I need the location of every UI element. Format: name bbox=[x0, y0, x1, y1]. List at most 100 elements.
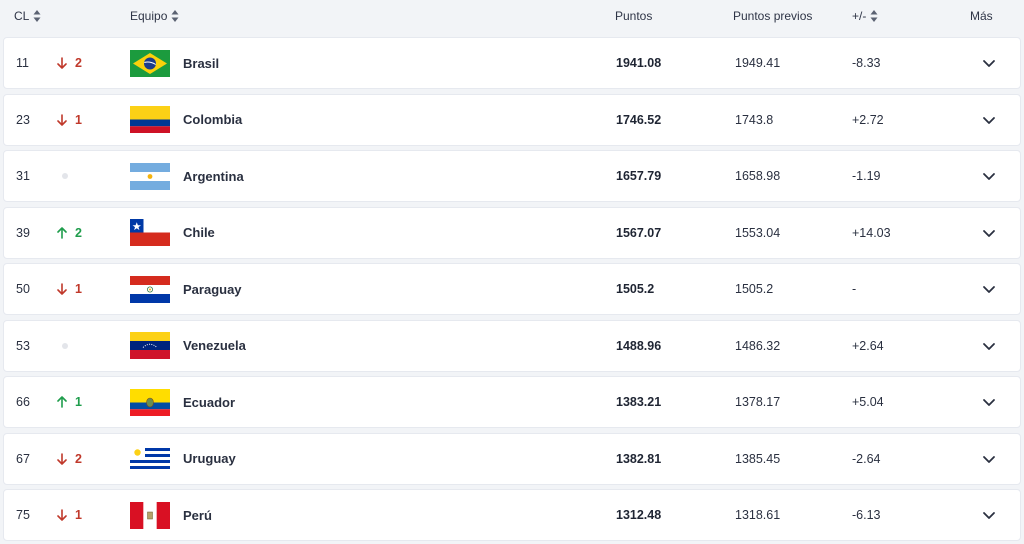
rank-change-value: 2 bbox=[75, 56, 82, 70]
diff-value: -6.13 bbox=[852, 508, 881, 522]
diff-value: -2.64 bbox=[852, 451, 881, 466]
colombia-flag-icon bbox=[130, 95, 170, 145]
chevron-down-icon[interactable] bbox=[982, 434, 996, 484]
more-header-label: Más bbox=[970, 9, 993, 23]
team-name[interactable]: Argentina bbox=[183, 168, 244, 184]
points-header-label: Puntos bbox=[615, 9, 653, 23]
chevron-down-icon[interactable] bbox=[982, 151, 996, 201]
table-row[interactable]: 67 2 Uruguay 1382.81 1385.45 -2.64 bbox=[3, 432, 1021, 485]
table-row[interactable]: 11 2 Brasil 1941.08 1949.41 -8.33 bbox=[3, 37, 1021, 89]
rank-change bbox=[57, 321, 68, 371]
diff-value: -1.19 bbox=[852, 169, 881, 183]
prev-points-header-label: Puntos previos bbox=[733, 9, 813, 23]
prev-points-value: 1743.8 bbox=[735, 112, 774, 127]
points-value: 1505.2 bbox=[616, 282, 655, 296]
brazil-flag-icon bbox=[130, 38, 170, 88]
team-name[interactable]: Brasil bbox=[183, 55, 220, 71]
diff-value: +2.64 bbox=[852, 338, 884, 353]
rank-cell: 50 bbox=[16, 282, 30, 296]
rank-change-value: 1 bbox=[75, 282, 82, 296]
peru-flag-icon bbox=[130, 490, 170, 540]
team-name[interactable]: Chile bbox=[183, 225, 215, 240]
points-value: 1488.96 bbox=[616, 338, 662, 353]
points-value: 1567.07 bbox=[616, 225, 662, 240]
rank-cell: 23 bbox=[16, 112, 30, 127]
rank-change-value: 1 bbox=[75, 395, 82, 409]
table-row[interactable]: 53 Venezuela 1488.96 1486.32 +2.64 bbox=[3, 319, 1021, 372]
no-change-dot-icon bbox=[62, 173, 68, 179]
team-name[interactable]: Paraguay bbox=[183, 281, 242, 297]
prev-points-value: 1378.17 bbox=[735, 395, 781, 409]
diff-value: -8.33 bbox=[852, 56, 881, 70]
chevron-down-icon[interactable] bbox=[982, 208, 996, 258]
rank-cell: 53 bbox=[16, 338, 30, 353]
rank-change-value: 2 bbox=[75, 451, 82, 466]
ecuador-flag-icon bbox=[130, 377, 170, 427]
team-column-header[interactable]: Equipo bbox=[130, 9, 179, 23]
rank-change bbox=[57, 151, 68, 201]
rank-cell: 67 bbox=[16, 451, 30, 466]
chevron-down-icon[interactable] bbox=[982, 490, 996, 540]
sort-icon[interactable] bbox=[171, 9, 179, 23]
points-value: 1657.79 bbox=[616, 169, 662, 183]
venezuela-flag-icon bbox=[130, 321, 170, 371]
points-value: 1383.21 bbox=[616, 395, 662, 409]
prev-points-value: 1949.41 bbox=[735, 56, 781, 70]
arrow-down-icon bbox=[57, 113, 67, 126]
rank-column-header[interactable]: CL bbox=[14, 9, 41, 23]
team-name[interactable]: Uruguay bbox=[183, 451, 236, 466]
table-row[interactable]: 75 1 Perú 1312.48 1318.61 -6.13 bbox=[3, 489, 1021, 541]
arrow-down-icon bbox=[57, 57, 67, 69]
prev-points-value: 1658.98 bbox=[735, 169, 781, 183]
rank-change: 1 bbox=[57, 95, 82, 145]
table-row[interactable]: 66 1 Ecuador 1383.21 1378.17 +5.04 bbox=[3, 376, 1021, 428]
points-value: 1746.52 bbox=[616, 112, 662, 127]
arrow-up-icon bbox=[57, 396, 67, 408]
arrow-up-icon bbox=[57, 226, 67, 239]
table-row[interactable]: 23 1 Colombia 1746.52 1743.8 +2.72 bbox=[3, 93, 1021, 146]
no-change-dot-icon bbox=[62, 342, 68, 349]
rank-change: 1 bbox=[57, 490, 82, 540]
chile-flag-icon bbox=[130, 208, 170, 258]
rank-change: 2 bbox=[57, 208, 82, 258]
diff-header-label: +/- bbox=[852, 9, 867, 23]
rank-change-value: 1 bbox=[75, 508, 82, 522]
team-header-label: Equipo bbox=[130, 9, 168, 23]
rank-change-value: 1 bbox=[75, 112, 82, 127]
prev-points-value: 1486.32 bbox=[735, 338, 781, 353]
rank-change: 2 bbox=[57, 434, 82, 484]
prev-points-value: 1553.04 bbox=[735, 225, 781, 240]
rank-cell: 66 bbox=[16, 395, 30, 409]
table-row[interactable]: 31 Argentina 1657.79 1658.98 -1.19 bbox=[3, 150, 1021, 202]
table-row[interactable]: 50 1 Paraguay 1505.2 1505.2 - bbox=[3, 263, 1021, 315]
prev-points-value: 1505.2 bbox=[735, 282, 774, 296]
team-name[interactable]: Colombia bbox=[183, 112, 243, 127]
chevron-down-icon[interactable] bbox=[982, 264, 996, 314]
chevron-down-icon[interactable] bbox=[982, 321, 996, 371]
table-row[interactable]: 39 2 Chile 1567.07 1553.04 +14.03 bbox=[3, 206, 1021, 259]
rank-cell: 31 bbox=[16, 169, 30, 183]
prev-points-value: 1318.61 bbox=[735, 508, 781, 522]
diff-value: +5.04 bbox=[852, 395, 884, 409]
sort-icon[interactable] bbox=[33, 9, 41, 23]
chevron-down-icon[interactable] bbox=[982, 95, 996, 145]
arrow-down-icon bbox=[57, 509, 67, 521]
sort-icon[interactable] bbox=[870, 9, 878, 23]
points-value: 1312.48 bbox=[616, 508, 662, 522]
chevron-down-icon[interactable] bbox=[982, 38, 996, 88]
diff-column-header[interactable]: +/- bbox=[852, 9, 878, 23]
points-value: 1382.81 bbox=[616, 451, 662, 466]
team-name[interactable]: Perú bbox=[183, 507, 212, 523]
diff-value: +14.03 bbox=[852, 225, 891, 240]
argentina-flag-icon bbox=[130, 151, 170, 201]
uruguay-flag-icon bbox=[130, 434, 170, 484]
rank-change: 2 bbox=[57, 38, 82, 88]
rank-change-value: 2 bbox=[75, 225, 82, 240]
prev-points-value: 1385.45 bbox=[735, 451, 781, 466]
arrow-down-icon bbox=[57, 452, 67, 465]
team-name[interactable]: Venezuela bbox=[183, 338, 246, 353]
more-column-header: Más bbox=[970, 9, 993, 23]
diff-value: - bbox=[852, 282, 857, 296]
team-name[interactable]: Ecuador bbox=[183, 394, 236, 410]
chevron-down-icon[interactable] bbox=[982, 377, 996, 427]
